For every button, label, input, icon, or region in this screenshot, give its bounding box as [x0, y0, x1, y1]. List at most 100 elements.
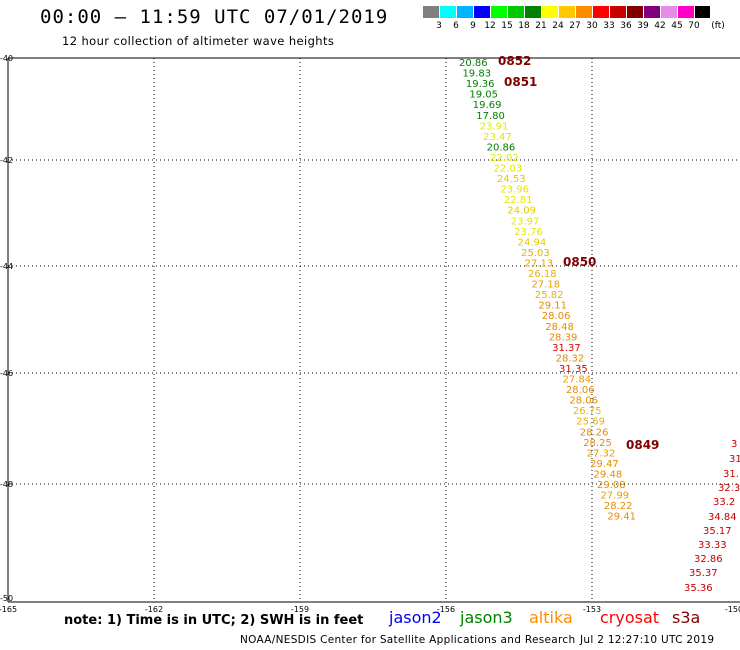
wave-height-value: 29.11	[538, 301, 567, 312]
wave-height-value: 28.26	[580, 427, 609, 438]
wave-height-value: 35.17	[703, 526, 732, 537]
color-swatch	[439, 5, 456, 19]
wave-height-value: 27.99	[600, 491, 629, 502]
time-label: 0849	[626, 438, 659, 452]
wave-height-value: 26.18	[528, 269, 557, 280]
longitude-tick-label: -156	[437, 605, 455, 614]
wave-height-value: 28.48	[545, 322, 574, 333]
wave-height-value: 25.82	[535, 290, 564, 301]
wave-height-value: 28.22	[604, 501, 633, 512]
color-scale-label: 9	[470, 21, 476, 31]
wave-height-value: 24.94	[518, 237, 547, 248]
latitude-tick-label: -50	[0, 594, 13, 603]
time-label: 0850	[563, 255, 596, 269]
legend-cryosat: cryosat	[600, 608, 660, 627]
wave-height-value: 19.69	[473, 100, 502, 111]
color-scale-label: 12	[484, 21, 496, 31]
wave-height-value: 24.09	[507, 206, 536, 217]
wave-height-value: 20.86	[487, 142, 516, 153]
color-scale-label: 3	[436, 21, 442, 31]
color-scale-label: 6	[453, 21, 459, 31]
longitude-tick-label: -150	[725, 605, 740, 614]
wave-height-value: 33.33	[698, 540, 727, 551]
color-scale-label: 70	[688, 21, 700, 31]
wave-height-value: 31	[729, 454, 740, 465]
wave-height-value: 19.36	[466, 79, 495, 90]
color-scale-label: 27	[569, 21, 581, 31]
wave-height-value: 29.08	[597, 480, 626, 491]
wave-height-value: 31.35	[559, 364, 588, 375]
color-scale-label: 24	[552, 21, 564, 31]
color-swatch	[626, 5, 643, 19]
latitude-tick-label: -44	[0, 262, 13, 271]
color-scale-label: 39	[637, 21, 649, 31]
wave-height-value: 22.81	[504, 195, 533, 206]
color-scale-label: (ft)	[711, 21, 725, 31]
wave-height-value: 25.03	[521, 248, 550, 259]
color-swatch	[422, 5, 439, 19]
wave-height-value: 27.13	[525, 258, 554, 269]
wave-height-value: 24.53	[497, 174, 526, 185]
wave-height-value: 28.06	[569, 396, 598, 407]
color-scale-label: 42	[654, 21, 666, 31]
footer-timestamp: Jul 2 12:27:10 UTC 2019	[580, 634, 715, 646]
wave-height-value: 19.83	[462, 69, 491, 80]
wave-height-value: 28.06	[542, 311, 571, 322]
color-swatch	[490, 5, 507, 19]
footer-credit: NOAA/NESDIS Center for Satellite Applica…	[240, 634, 576, 646]
color-swatch	[677, 5, 694, 19]
color-swatch	[694, 5, 711, 19]
wave-height-value: 27.32	[587, 448, 616, 459]
wave-height-value: 23.96	[500, 185, 529, 196]
color-swatch	[558, 5, 575, 19]
wave-height-value: 29.47	[590, 459, 619, 470]
color-scale-label: 36	[620, 21, 632, 31]
wave-height-value: 27.18	[531, 280, 560, 291]
page-subtitle: 12 hour collection of altimeter wave hei…	[62, 34, 335, 48]
latitude-tick-label: -42	[0, 156, 13, 165]
longitude-tick-label: -159	[291, 605, 309, 614]
wave-height-value: 22.03	[494, 164, 523, 175]
wave-height-value: 29.48	[594, 469, 623, 480]
color-swatch	[507, 5, 524, 19]
color-scale-label: 18	[518, 21, 530, 31]
color-scale-label: 33	[603, 21, 615, 31]
color-scale-swatches	[422, 5, 728, 19]
color-swatch	[643, 5, 660, 19]
legend-jason2: jason2	[389, 608, 442, 627]
color-swatch	[541, 5, 558, 19]
longitude-tick-label: -153	[583, 605, 601, 614]
wave-height-value: 32.86	[694, 554, 723, 565]
latitude-tick-label: -46	[0, 369, 13, 378]
wave-height-value: 33.2	[713, 497, 735, 508]
wave-height-value: 27.84	[563, 375, 592, 386]
wave-height-value: 28.06	[566, 385, 595, 396]
legend-s3a: s3a	[672, 608, 701, 627]
color-swatch	[473, 5, 490, 19]
wave-height-value: 25.69	[576, 417, 605, 428]
latitude-tick-label: -48	[0, 480, 13, 489]
wave-height-value: 31.	[723, 469, 739, 480]
units-note: note: 1) Time is in UTC; 2) SWH is in fe…	[64, 613, 364, 628]
longitude-tick-label: -165	[0, 605, 17, 614]
wave-height-value: 32.3	[718, 483, 740, 494]
color-swatch	[660, 5, 677, 19]
wave-height-color-scale: 3 6 9 12 15 18 21 24 27 30 33 36 39 42 45 70 (ft)	[422, 5, 728, 37]
wave-height-value: 28.39	[549, 332, 578, 343]
time-label: 0852	[498, 54, 531, 68]
wave-height-value: 19.05	[469, 90, 498, 101]
color-scale-label: 15	[501, 21, 513, 31]
longitude-tick-label: -162	[145, 605, 163, 614]
color-swatch	[456, 5, 473, 19]
wave-height-value: 23.97	[511, 216, 540, 227]
color-swatch	[592, 5, 609, 19]
latitude-tick-label: -40	[0, 54, 13, 63]
color-swatch	[524, 5, 541, 19]
wave-height-value: 23.76	[514, 227, 543, 238]
color-swatch	[575, 5, 592, 19]
wave-height-value: 28.25	[583, 438, 612, 449]
wave-height-value: 20.86	[459, 58, 488, 69]
page-title: 00:00 – 11:59 UTC 07/01/2019	[40, 6, 389, 28]
wave-height-value: 26.75	[573, 406, 602, 417]
